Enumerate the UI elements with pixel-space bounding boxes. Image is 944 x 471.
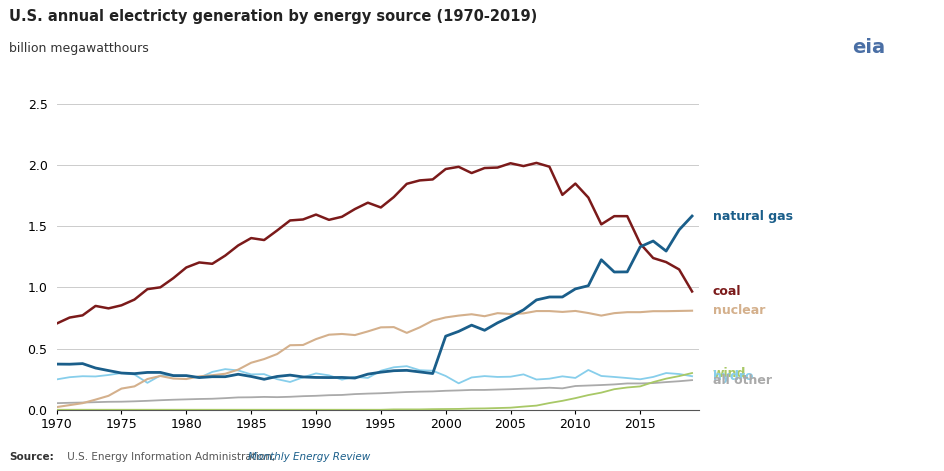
Text: coal: coal xyxy=(713,285,741,298)
Text: Monthly Energy Review: Monthly Energy Review xyxy=(248,452,371,462)
Text: wind: wind xyxy=(713,366,746,380)
Text: billion megawatthours: billion megawatthours xyxy=(9,42,149,56)
Text: Source:: Source: xyxy=(9,452,54,462)
Text: natural gas: natural gas xyxy=(713,210,793,222)
Text: all other: all other xyxy=(713,374,772,387)
Text: U.S. annual electricty generation by energy source (1970-2019): U.S. annual electricty generation by ene… xyxy=(9,9,538,24)
Text: U.S. Energy Information Administration,: U.S. Energy Information Administration, xyxy=(64,452,278,462)
Text: hydro: hydro xyxy=(713,370,753,383)
Text: eia: eia xyxy=(851,38,885,57)
Text: nuclear: nuclear xyxy=(713,304,765,317)
